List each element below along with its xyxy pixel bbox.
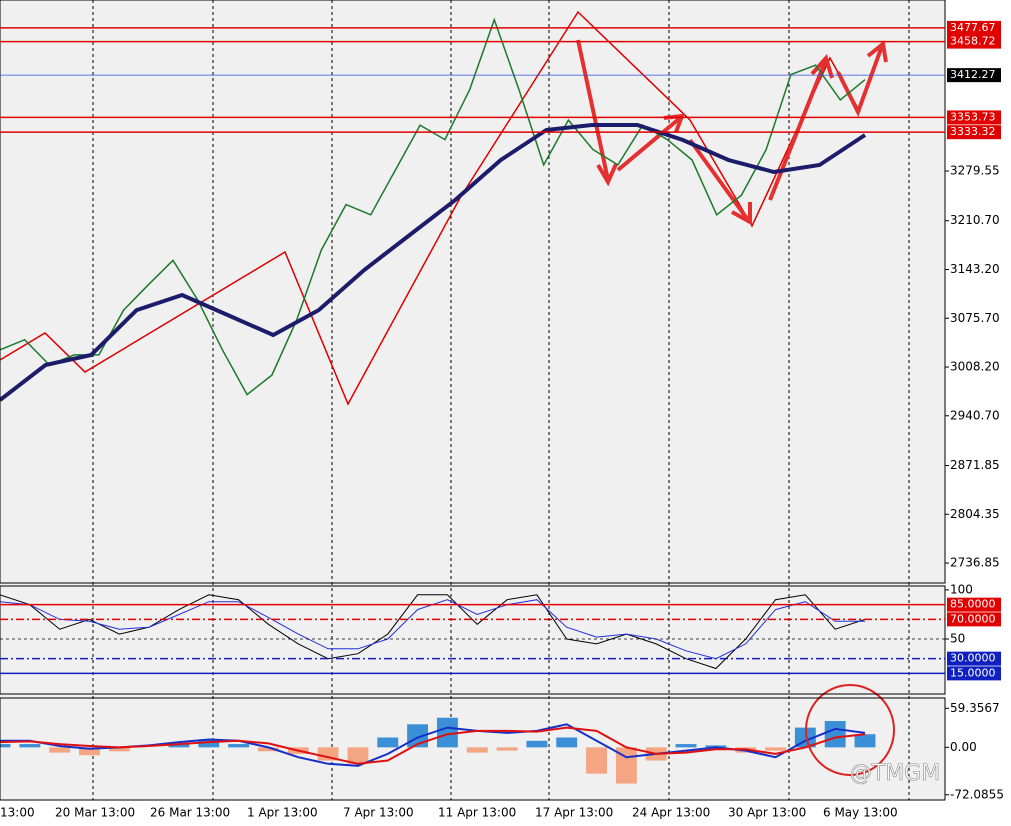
histogram-bar	[49, 747, 71, 753]
histogram-bar	[824, 721, 846, 748]
histogram-bar	[466, 747, 488, 753]
histogram-bar	[705, 745, 727, 748]
level-label: 30.0000	[950, 652, 996, 665]
level-label: 3477.67	[950, 21, 996, 34]
histogram-bar	[19, 744, 41, 748]
level-label-bg	[947, 666, 1001, 681]
level-label: 3353.73	[950, 110, 996, 123]
level-label-bg	[947, 125, 1001, 140]
level-label: 70.0000	[950, 612, 996, 625]
x-tick-label: 24 Apr 13:00	[632, 806, 710, 820]
histogram-bar	[496, 747, 518, 751]
x-tick-label: 1 Apr 13:00	[247, 806, 318, 820]
y-tick-label: 2736.85	[950, 556, 1000, 570]
x-tick-label: 26 Mar 13:00	[150, 806, 230, 820]
histogram-bar	[436, 717, 458, 748]
histogram-bar	[228, 744, 250, 748]
level-label-bg	[947, 612, 1001, 627]
histogram-bar	[556, 737, 578, 748]
x-tick-label: 13:00	[0, 806, 35, 820]
level-label-bg	[947, 68, 1001, 83]
y-tick-label: 3008.20	[950, 360, 1000, 374]
histogram-bar	[377, 737, 399, 748]
histogram-bar	[794, 727, 816, 748]
y-tick-label: 2871.85	[950, 458, 1000, 472]
watermark: @TMGM	[850, 761, 940, 786]
y-tick-label: 0.00	[950, 740, 977, 754]
y-tick-label: 3075.70	[950, 311, 1000, 325]
histogram-bar	[765, 747, 786, 751]
series-line	[0, 594, 866, 670]
histogram-bar	[675, 744, 697, 748]
histogram-bar	[108, 747, 130, 752]
x-tick-label: 20 Mar 13:00	[55, 806, 135, 820]
histogram-bar	[0, 744, 11, 748]
level-label-bg	[947, 20, 1001, 35]
level-label: 3333.32	[950, 125, 996, 138]
x-tick-label: 7 Apr 13:00	[343, 806, 414, 820]
level-label-bg	[947, 34, 1001, 49]
y-tick-label: 2940.70	[950, 408, 1000, 422]
y-tick-label: 59.3567	[950, 701, 1000, 715]
x-tick-label: 17 Apr 13:00	[535, 806, 613, 820]
histogram-bar	[79, 747, 100, 756]
y-tick-label: 3210.70	[950, 213, 1000, 227]
level-label-bg	[947, 110, 1001, 125]
level-label-bg	[947, 651, 1001, 666]
x-tick-label: 6 May 13:00	[823, 806, 898, 820]
stoch-panel-border	[0, 585, 946, 695]
level-label: 3458.72	[950, 35, 996, 48]
x-tick-label: 30 Apr 13:00	[728, 806, 806, 820]
y-tick-label: 50	[950, 632, 965, 646]
histogram-bar	[198, 739, 220, 748]
series-line	[0, 726, 866, 765]
series-line	[0, 123, 867, 402]
macd-panel-border	[0, 697, 946, 801]
plot-background	[0, 0, 945, 800]
y-tick-label: 100	[950, 582, 973, 596]
highlight-circle	[805, 684, 895, 776]
y-tick-label: -72.0855	[950, 787, 1004, 801]
y-tick-label: 2804.35	[950, 507, 1000, 521]
histogram-bar	[317, 747, 339, 761]
histogram-bar	[854, 734, 876, 748]
level-label: 85.0000	[950, 598, 996, 611]
y-tick-label: 3143.20	[950, 262, 1000, 276]
histogram-bar	[258, 747, 279, 752]
y-tick-label: 3279.55	[950, 164, 1000, 178]
x-tick-label: 11 Apr 13:00	[438, 806, 516, 820]
main-panel-border	[0, 0, 946, 584]
histogram-bar	[526, 740, 548, 748]
histogram-bar	[586, 747, 607, 774]
histogram-bar	[168, 743, 190, 748]
histogram-bar	[347, 747, 369, 764]
level-label: 15.0000	[950, 666, 996, 679]
level-label: 3412.27	[950, 68, 996, 81]
level-label-bg	[947, 597, 1001, 612]
